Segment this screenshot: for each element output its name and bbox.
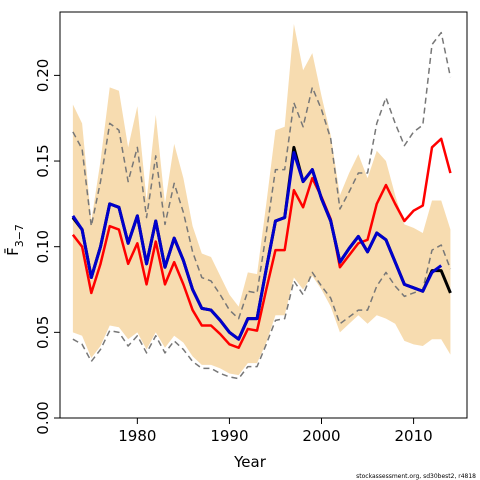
series-line xyxy=(72,244,452,380)
y-tick-label: 0.05 xyxy=(34,316,52,349)
x-axis-label: Year xyxy=(233,453,267,471)
x-tick-label: 2000 xyxy=(302,427,340,445)
series-line xyxy=(71,137,452,350)
confidence-band xyxy=(72,23,451,376)
y-tick-label: 0.00 xyxy=(34,401,52,434)
y-tick-label: 0.10 xyxy=(34,230,52,263)
series-line xyxy=(72,31,452,320)
plot-frame xyxy=(59,11,468,419)
y-tick-label: 0.15 xyxy=(34,144,52,177)
x-tick-label: 1980 xyxy=(118,427,156,445)
x-tick-label: 2010 xyxy=(394,427,432,445)
y-tick-label: 0.20 xyxy=(34,59,52,92)
series-line xyxy=(71,150,443,341)
y-axis-label-subscript: 3−7 xyxy=(13,224,26,247)
y-axis-label-main: F̄ xyxy=(3,247,22,256)
y-axis-label: F̄3−7 xyxy=(3,224,26,256)
footnote: stockassessment.org, sd30best2, r4818 xyxy=(356,473,476,480)
x-tick-label: 1990 xyxy=(210,427,248,445)
